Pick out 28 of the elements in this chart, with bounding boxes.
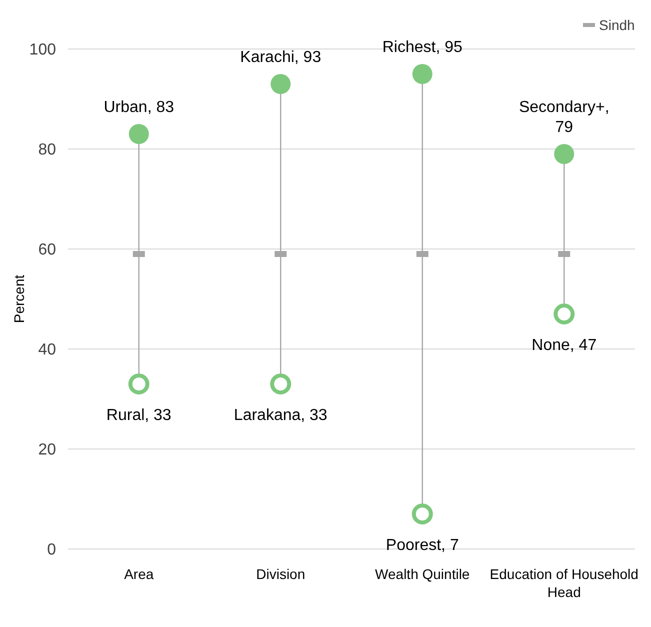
point — [270, 74, 291, 94]
y-tick-label: 100 — [29, 42, 56, 59]
data-label: Poorest, 7 — [386, 537, 459, 554]
point — [270, 374, 292, 394]
legend-label: Sindh — [599, 16, 635, 33]
y-tick-label: 40 — [38, 342, 56, 359]
data-label: Larakana, 33 — [234, 407, 328, 424]
point — [128, 374, 150, 394]
data-label: Rural, 33 — [106, 407, 172, 424]
point — [412, 64, 432, 84]
data-label: Richest, 95 — [382, 39, 462, 56]
y-axis-title: Percent — [11, 274, 27, 324]
point — [128, 124, 149, 144]
data-label: Urban, 83 — [104, 99, 174, 116]
x-tick-label: Area — [124, 566, 154, 582]
x-tick-label: Division — [256, 566, 306, 582]
data-label: None, 47 — [532, 337, 597, 354]
x-tick-label: Wealth Quintile — [375, 566, 470, 582]
data-label: Karachi, 93 — [240, 49, 322, 66]
y-tick-label: 20 — [38, 442, 56, 459]
point — [554, 304, 575, 324]
y-tick-label: 0 — [47, 542, 56, 559]
x-tick-label: Education of Household Head — [490, 566, 638, 600]
y-tick-label: 60 — [38, 242, 56, 259]
point — [412, 504, 433, 524]
data-label: Secondary+, 79 — [518, 99, 610, 136]
point — [554, 144, 574, 164]
y-tick-label: 80 — [38, 142, 56, 159]
